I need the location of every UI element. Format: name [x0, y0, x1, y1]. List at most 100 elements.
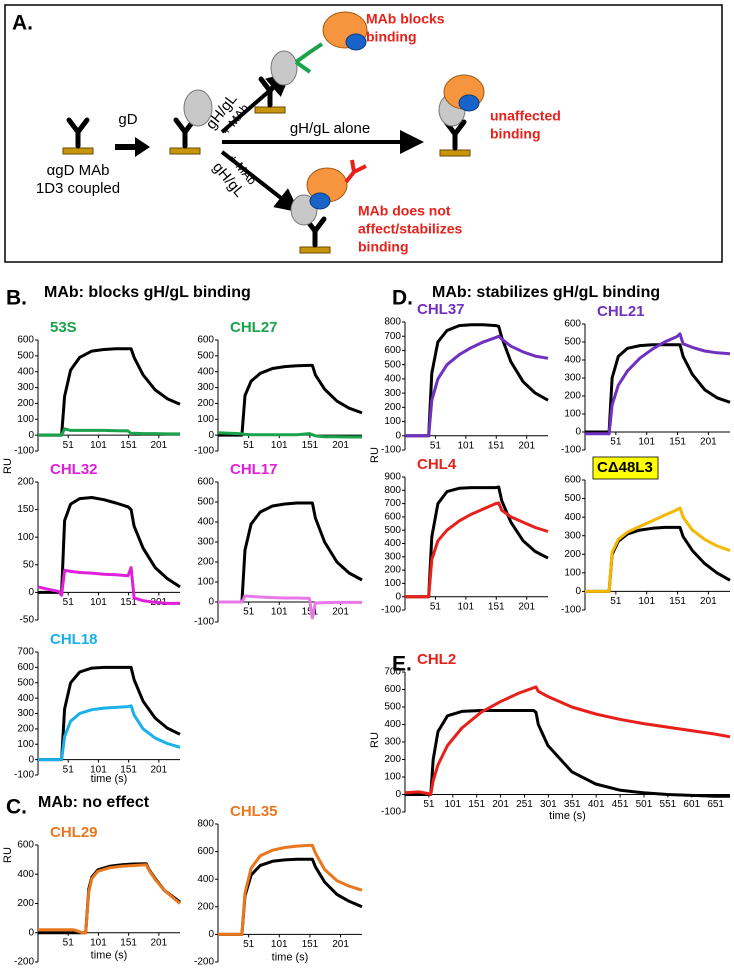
y-tick-label: 600 — [384, 345, 401, 356]
y-tick-label: 600 — [564, 319, 581, 330]
series-line — [38, 862, 181, 935]
x-tick-label: 51 — [430, 440, 442, 451]
x-axis-label: time (s) — [91, 950, 128, 962]
y-tick-label: 600 — [17, 335, 34, 346]
x-tick-label: 101 — [458, 440, 475, 451]
y-tick-label: 700 — [17, 647, 34, 658]
chart-title: CHL35 — [230, 803, 278, 820]
y-tick-label: 100 — [197, 414, 214, 425]
y-tick-label: 500 — [197, 497, 214, 508]
y-tick-label: 600 — [197, 477, 214, 488]
y-tick-label: 300 — [384, 388, 401, 399]
x-tick-label: 201 — [700, 437, 717, 448]
series-line — [38, 704, 181, 762]
x-tick-label: 201 — [332, 939, 349, 950]
y-tick-label: 400 — [564, 355, 581, 366]
x-tick-label: 201 — [332, 440, 349, 451]
y-tick-label: 400 — [17, 693, 34, 704]
x-tick-label: 201 — [518, 440, 535, 451]
diagram-label: αgD MAb — [47, 162, 110, 179]
y-tick-label: 300 — [384, 737, 401, 748]
chart-title: CHL2 — [417, 651, 456, 668]
y-tick-label: 0 — [395, 591, 401, 602]
panel-title: MAb: no effect — [38, 794, 150, 811]
y-tick-label: 800 — [384, 317, 401, 328]
x-tick-label: 401 — [588, 799, 605, 810]
y-axis-label: RU — [369, 732, 381, 748]
y-tick-label: 200 — [17, 724, 34, 735]
y-tick-label: 300 — [564, 373, 581, 384]
x-tick-label: 151 — [120, 597, 137, 608]
y-tick-label: 600 — [384, 512, 401, 523]
y-tick-label: 400 — [197, 366, 214, 377]
y-tick-label: 300 — [197, 537, 214, 548]
title-highlight — [592, 456, 659, 480]
y-tick-label: 200 — [197, 901, 214, 912]
y-tick-label: 500 — [564, 493, 581, 504]
x-tick-label: 101 — [638, 596, 655, 607]
y-tick-label: 100 — [17, 739, 34, 750]
y-tick-label: 500 — [564, 337, 581, 348]
y-tick-label: 800 — [384, 485, 401, 496]
y-tick-label: 0 — [395, 789, 401, 800]
panel-label: A. — [12, 12, 33, 35]
y-tick-label: -100 — [14, 446, 34, 457]
y-tick-label: 500 — [384, 359, 401, 370]
chart-title: CHL29 — [50, 824, 98, 841]
y-tick-label: 400 — [197, 874, 214, 885]
x-tick-label: 51 — [243, 607, 255, 618]
y-tick-label: 600 — [384, 684, 401, 695]
y-axis-label: RU — [2, 458, 14, 474]
series-line — [405, 501, 549, 599]
outcome-label: affect/stabilizes — [358, 221, 462, 237]
x-tick-label: 151 — [468, 799, 485, 810]
panel-label: D. — [392, 287, 413, 310]
x-tick-label: 151 — [120, 440, 137, 451]
y-tick-label: 400 — [197, 517, 214, 528]
y-tick-label: 300 — [384, 551, 401, 562]
x-tick-label: 251 — [516, 799, 533, 810]
x-axis-label: time (s) — [272, 951, 309, 963]
panel-label: E. — [392, 653, 412, 676]
x-tick-label: 151 — [302, 440, 319, 451]
y-tick-label: 900 — [384, 472, 401, 483]
y-tick-label: 100 — [564, 409, 581, 420]
series-line — [217, 431, 362, 439]
x-tick-label: 51 — [243, 939, 255, 950]
y-tick-label: 500 — [197, 350, 214, 361]
y-tick-label: 800 — [197, 819, 214, 830]
y-tick-label: 600 — [564, 475, 581, 486]
chart-title: CHL21 — [597, 303, 645, 320]
x-axis-label: time (s) — [91, 773, 128, 785]
x-tick-label: 601 — [683, 799, 700, 810]
chart-title: CHL18 — [50, 631, 98, 648]
y-tick-label: 600 — [17, 662, 34, 673]
series-line — [38, 496, 181, 594]
x-tick-label: 651 — [707, 799, 724, 810]
series-line — [585, 506, 731, 593]
y-tick-label: 400 — [384, 538, 401, 549]
x-tick-label: 151 — [120, 764, 137, 775]
x-tick-label: 151 — [302, 939, 319, 950]
x-tick-label: 151 — [669, 596, 686, 607]
x-tick-label: 51 — [63, 764, 75, 775]
y-tick-label: 400 — [384, 719, 401, 730]
x-tick-label: 501 — [636, 799, 653, 810]
y-tick-label: 0 — [28, 587, 34, 598]
y-tick-label: 0 — [208, 430, 214, 441]
x-tick-label: 351 — [564, 799, 581, 810]
chart-title: CHL17 — [230, 461, 278, 478]
x-tick-label: 51 — [63, 937, 75, 948]
x-tick-label: 201 — [151, 440, 168, 451]
y-axis-label: RU — [2, 847, 14, 863]
series-line — [585, 332, 731, 436]
outcome-label: binding — [366, 29, 417, 45]
series-line — [218, 501, 363, 604]
x-tick-label: 51 — [423, 799, 435, 810]
panel-title: MAb: blocks gH/gL binding — [44, 284, 251, 301]
x-axis-label: time (s) — [549, 810, 586, 822]
y-tick-label: 50 — [23, 559, 35, 570]
chart-title: CHL4 — [417, 456, 457, 473]
y-tick-label: 400 — [17, 869, 34, 880]
y-tick-label: -100 — [381, 445, 401, 456]
